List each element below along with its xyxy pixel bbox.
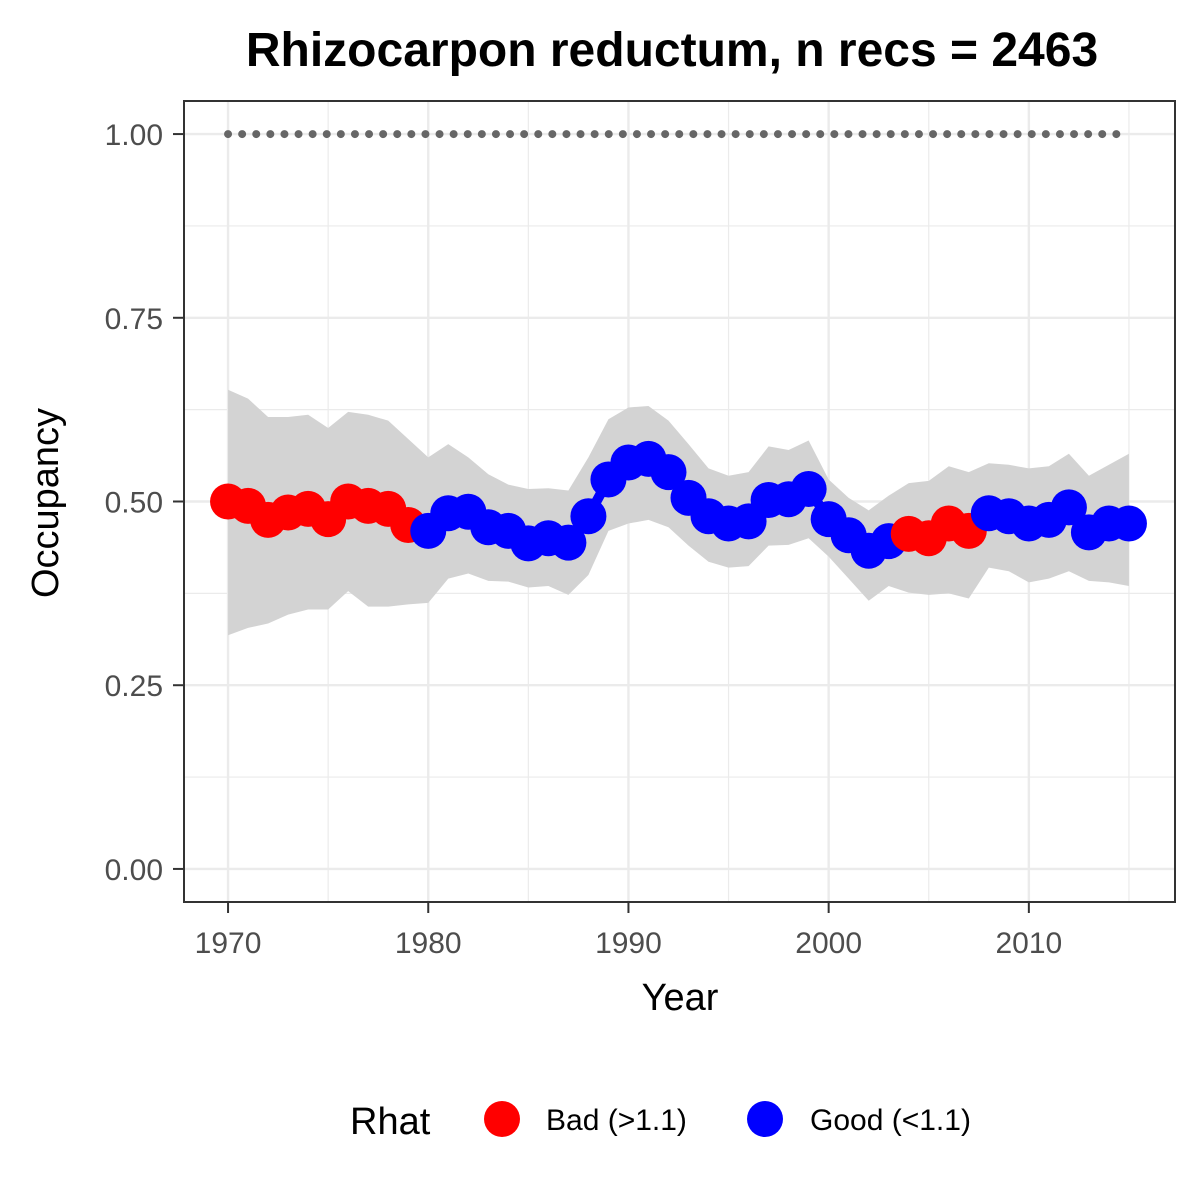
data-point [1050,489,1087,526]
legend-key-bad [484,1101,520,1137]
x-axis: 1970 1980 1990 2000 2010 [195,902,1062,960]
y-tick-label: 0.75 [105,303,163,336]
legend: Rhat Bad (>1.1) Good (<1.1) [350,1101,971,1143]
y-tick-label: 0.25 [105,670,163,703]
data-point [790,471,827,508]
y-tick-label: 1.00 [105,119,163,152]
data-point [550,524,587,561]
data-point [570,498,607,535]
chart-title: Rhizocarpon reductum, n recs = 2463 [246,24,1098,77]
data-point [650,454,687,491]
legend-label-bad: Bad (>1.1) [546,1104,687,1137]
x-tick-label: 2010 [995,927,1062,960]
x-tick-label: 2000 [795,927,862,960]
y-tick-label: 0.50 [105,487,163,520]
y-tick-label: 0.00 [105,854,163,887]
legend-title: Rhat [350,1101,431,1143]
data-point [1110,505,1147,542]
y-axis: 0.00 0.25 0.50 0.75 1.00 [105,119,184,887]
x-axis-title: Year [642,977,719,1019]
legend-label-good: Good (<1.1) [810,1104,971,1137]
x-tick-label: 1970 [195,927,262,960]
x-tick-label: 1990 [595,927,662,960]
y-axis-title: Occupancy [25,408,67,598]
legend-key-good [747,1101,783,1137]
x-tick-label: 1980 [395,927,462,960]
series-point-layer [210,440,1147,569]
